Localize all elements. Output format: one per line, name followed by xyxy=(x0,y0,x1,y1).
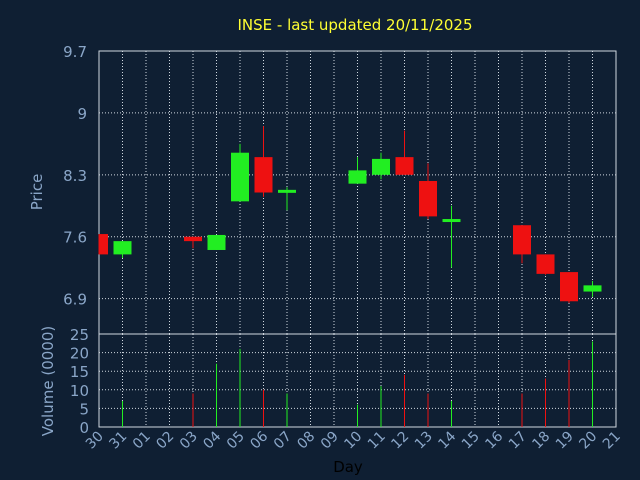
x-tick-label: 13 xyxy=(412,429,436,453)
price-y-tick-label: 8.3 xyxy=(63,167,87,185)
x-tick-label: 16 xyxy=(482,428,506,452)
x-tick-label: 06 xyxy=(247,428,271,452)
candle-06 xyxy=(254,126,273,197)
candle-13 xyxy=(419,163,437,220)
price-y-tick-label: 6.9 xyxy=(63,291,87,309)
candle-17 xyxy=(513,225,531,264)
price-panel-grid xyxy=(99,50,616,334)
price-y-tick-label: 9.7 xyxy=(63,43,87,61)
x-tick-label: 10 xyxy=(341,429,365,453)
volume-y-tick-label: 10 xyxy=(70,382,89,400)
candle-body xyxy=(372,158,390,175)
candle-05 xyxy=(231,143,249,202)
x-tick-label: 02 xyxy=(153,429,177,453)
x-tick-label: 07 xyxy=(271,429,295,453)
candle-body xyxy=(184,236,202,242)
volume-y-tick-label: 15 xyxy=(70,363,89,381)
candle-14 xyxy=(442,205,461,268)
candle-19 xyxy=(560,272,578,304)
x-tick-label: 09 xyxy=(318,429,342,453)
x-tick-label: 01 xyxy=(130,429,154,453)
x-tick-label: 14 xyxy=(435,428,459,452)
candle-body xyxy=(207,234,226,250)
candle-20 xyxy=(583,280,602,297)
candle-10 xyxy=(348,157,367,184)
chart-title: INSE - last updated 20/11/2025 xyxy=(237,16,472,34)
volume-y-tick-label: 25 xyxy=(70,326,89,344)
candle-body xyxy=(254,157,273,193)
candle-12 xyxy=(395,130,414,175)
candle-04 xyxy=(207,234,226,250)
candle-03 xyxy=(184,236,202,249)
volume-y-tick-label: 5 xyxy=(79,400,89,418)
candle-body xyxy=(442,219,461,223)
x-tick-label: 04 xyxy=(200,428,224,452)
candle-body xyxy=(348,170,367,184)
candle-body xyxy=(560,272,578,302)
volume-axis-label: Volume (0000) xyxy=(39,326,57,436)
candle-body xyxy=(513,225,531,255)
price-axis-label: Price xyxy=(28,174,46,211)
x-tick-label: 21 xyxy=(600,429,624,453)
x-tick-label: 15 xyxy=(459,429,483,453)
x-tick-label: 03 xyxy=(177,429,201,453)
candle-31 xyxy=(113,241,132,258)
x-tick-label: 08 xyxy=(294,429,318,453)
x-tick-label: 20 xyxy=(576,429,600,453)
x-tick-label: 19 xyxy=(553,429,577,453)
price-y-tick-labels: 9.7 9 8.3 7.6 6.9 xyxy=(63,43,87,309)
candle-body xyxy=(99,234,108,255)
candle-18 xyxy=(536,254,555,275)
candle-body xyxy=(536,254,555,274)
x-axis-label: Day xyxy=(333,458,363,476)
candle-body xyxy=(231,152,249,202)
x-tick-label: 17 xyxy=(506,429,530,453)
candle-body xyxy=(583,285,602,292)
candle-body xyxy=(113,241,132,255)
volume-y-tick-label: 20 xyxy=(70,345,89,363)
x-tick-label: 12 xyxy=(388,429,412,453)
candle-body xyxy=(419,181,437,217)
price-candles xyxy=(98,126,602,304)
price-y-tick-label: 9 xyxy=(77,105,87,123)
price-y-tick-label: 7.6 xyxy=(63,229,87,247)
x-tick-label: 18 xyxy=(529,429,553,453)
x-tick-label: 31 xyxy=(106,429,130,453)
candle-body xyxy=(278,189,296,193)
x-tick-labels: 30 31 01 02 03 04 05 06 07 08 09 10 11 12 13 14 15 16 17 18… xyxy=(83,428,624,452)
x-tick-label: 05 xyxy=(224,429,248,453)
candle-body xyxy=(395,157,414,175)
x-tick-label: 11 xyxy=(365,429,389,453)
volume-y-tick-label: 0 xyxy=(79,419,89,437)
candle-07 xyxy=(278,187,296,211)
candle-30 xyxy=(98,234,108,255)
candle-11 xyxy=(372,152,390,180)
volume-bars xyxy=(122,341,593,427)
